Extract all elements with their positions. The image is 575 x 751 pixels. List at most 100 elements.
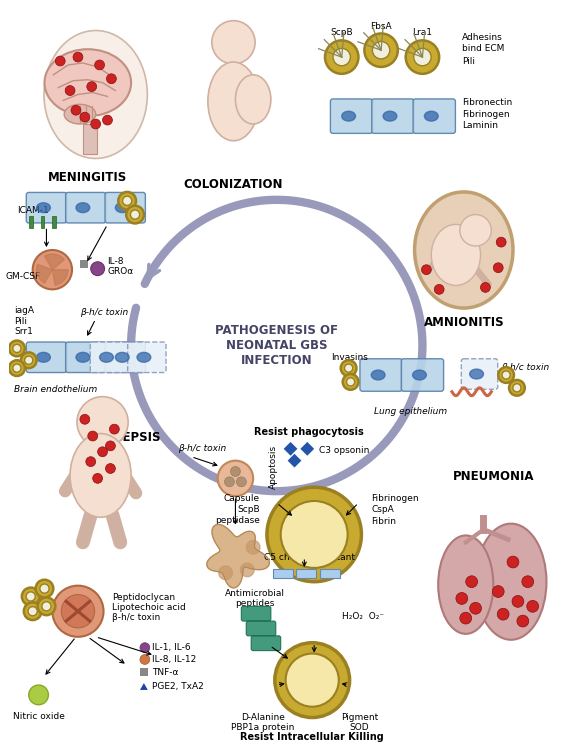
Circle shape <box>33 250 72 289</box>
Circle shape <box>267 487 362 582</box>
Polygon shape <box>288 454 301 468</box>
Circle shape <box>91 119 101 129</box>
FancyBboxPatch shape <box>331 99 373 134</box>
Polygon shape <box>246 541 260 554</box>
Text: PATHOGENESIS OF
NEONATAL GBS
INFECTION: PATHOGENESIS OF NEONATAL GBS INFECTION <box>215 324 338 367</box>
Circle shape <box>91 262 105 276</box>
Ellipse shape <box>37 203 51 213</box>
Circle shape <box>65 86 75 95</box>
FancyBboxPatch shape <box>372 99 414 134</box>
Circle shape <box>333 48 350 66</box>
FancyBboxPatch shape <box>413 99 455 134</box>
Bar <box>140 668 148 676</box>
Circle shape <box>502 371 510 379</box>
Circle shape <box>522 576 534 587</box>
FancyBboxPatch shape <box>128 342 166 372</box>
Text: Adhesins
bind ECM: Adhesins bind ECM <box>462 34 504 53</box>
Ellipse shape <box>470 369 484 379</box>
Circle shape <box>102 115 112 125</box>
FancyBboxPatch shape <box>26 192 67 223</box>
Circle shape <box>106 74 116 83</box>
Circle shape <box>373 41 390 59</box>
Ellipse shape <box>438 535 493 634</box>
FancyBboxPatch shape <box>242 606 271 621</box>
Circle shape <box>13 345 21 352</box>
Ellipse shape <box>413 370 427 380</box>
Circle shape <box>52 586 104 637</box>
Circle shape <box>95 60 105 70</box>
Text: IL-8: IL-8 <box>108 258 124 267</box>
Circle shape <box>434 285 444 294</box>
Bar <box>297 569 316 578</box>
Circle shape <box>343 374 358 390</box>
Circle shape <box>460 215 491 246</box>
Text: GM-CSF: GM-CSF <box>5 272 41 281</box>
Circle shape <box>236 477 246 487</box>
Circle shape <box>36 580 53 598</box>
Ellipse shape <box>64 104 95 124</box>
Text: FbsA: FbsA <box>370 22 392 31</box>
Text: Pigment
SOD: Pigment SOD <box>341 713 378 732</box>
FancyBboxPatch shape <box>246 621 276 636</box>
Ellipse shape <box>342 111 355 121</box>
Circle shape <box>225 477 235 487</box>
Circle shape <box>498 367 514 383</box>
Circle shape <box>481 282 490 292</box>
Bar <box>83 124 97 153</box>
Ellipse shape <box>424 111 438 121</box>
Ellipse shape <box>76 203 90 213</box>
Text: Resist Intracellular Killing: Resist Intracellular Killing <box>240 732 384 742</box>
Text: C3 opsonin: C3 opsonin <box>319 446 370 455</box>
Text: peptidase: peptidase <box>215 516 260 525</box>
Circle shape <box>9 360 25 376</box>
Ellipse shape <box>76 352 90 362</box>
Circle shape <box>507 556 519 568</box>
Text: Fibronectin: Fibronectin <box>462 98 512 107</box>
Circle shape <box>456 593 467 605</box>
Text: H₂O₂  O₂⁻: H₂O₂ O₂⁻ <box>342 611 384 620</box>
Bar <box>52 216 56 228</box>
Bar <box>225 64 242 82</box>
Ellipse shape <box>476 523 546 640</box>
Ellipse shape <box>44 50 131 116</box>
Circle shape <box>509 380 525 396</box>
Circle shape <box>460 612 471 624</box>
Text: Capsule: Capsule <box>224 493 260 502</box>
FancyBboxPatch shape <box>360 359 402 391</box>
Circle shape <box>62 595 94 628</box>
Ellipse shape <box>371 370 385 380</box>
Bar <box>41 216 44 228</box>
Circle shape <box>281 501 348 568</box>
Ellipse shape <box>99 352 113 362</box>
Ellipse shape <box>431 225 481 285</box>
Text: PNEUMONIA: PNEUMONIA <box>453 470 534 484</box>
Circle shape <box>131 210 140 219</box>
Polygon shape <box>52 270 68 285</box>
Circle shape <box>73 52 83 62</box>
Text: SEPSIS: SEPSIS <box>114 431 160 444</box>
Circle shape <box>105 441 116 451</box>
Text: Antimicrobial
peptides: Antimicrobial peptides <box>225 589 285 608</box>
Circle shape <box>21 352 37 368</box>
FancyBboxPatch shape <box>66 342 106 372</box>
Text: COLONIZATION: COLONIZATION <box>183 178 283 192</box>
Circle shape <box>29 685 48 704</box>
Circle shape <box>122 196 132 206</box>
Polygon shape <box>44 254 64 270</box>
FancyBboxPatch shape <box>26 342 67 372</box>
Circle shape <box>42 602 51 611</box>
Circle shape <box>421 265 431 275</box>
Text: Lra1: Lra1 <box>412 29 432 38</box>
Text: GROα: GROα <box>108 267 134 276</box>
Polygon shape <box>207 524 270 588</box>
FancyBboxPatch shape <box>105 342 145 372</box>
Ellipse shape <box>383 111 397 121</box>
Circle shape <box>512 596 524 608</box>
Circle shape <box>86 457 95 466</box>
Ellipse shape <box>208 62 259 140</box>
Text: Resist phagocytosis: Resist phagocytosis <box>254 427 364 437</box>
Circle shape <box>109 424 119 434</box>
Text: PGE2, TxA2: PGE2, TxA2 <box>152 682 204 690</box>
Circle shape <box>118 192 136 210</box>
Text: β-h/c toxin: β-h/c toxin <box>178 445 227 454</box>
